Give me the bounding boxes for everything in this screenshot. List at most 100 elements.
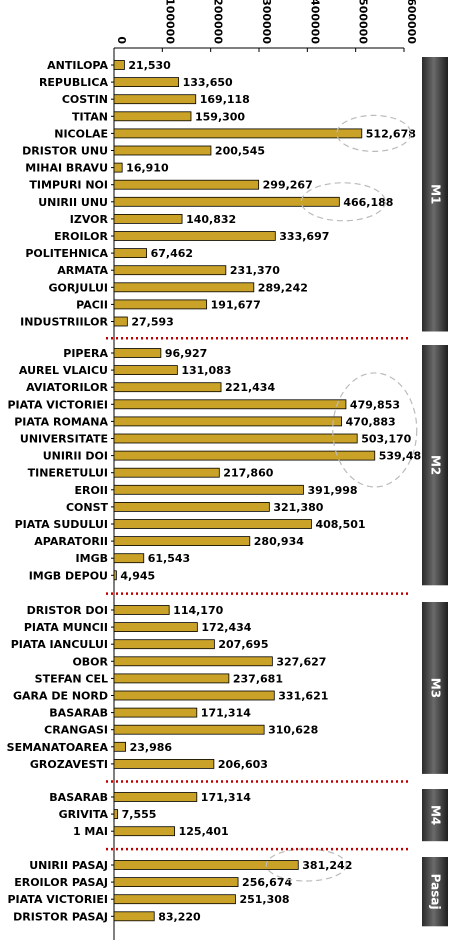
bar <box>113 826 176 837</box>
bar <box>113 656 273 667</box>
bar <box>113 792 198 802</box>
data-label: 131,083 <box>181 364 231 377</box>
category-label: TITAN <box>72 110 108 123</box>
category-label: GORJULUI <box>48 281 108 294</box>
category-label: DRISTOR PASAJ <box>13 910 108 923</box>
bar <box>113 162 123 173</box>
data-label: 171,314 <box>201 791 251 804</box>
bar <box>113 248 148 259</box>
bar <box>113 724 265 735</box>
category-label: DRISTOR UNU <box>22 145 108 158</box>
data-label: 217,860 <box>223 467 273 480</box>
highlight-ring <box>300 182 386 222</box>
highlight-ring <box>265 848 347 882</box>
category-label: APARATORII <box>34 535 108 548</box>
bar <box>113 348 162 358</box>
category-label: AVIATORILOR <box>26 381 108 394</box>
bar <box>113 179 260 190</box>
category-label: CRANGASI <box>44 724 108 737</box>
bar <box>113 450 376 461</box>
highlight-ring <box>332 372 418 488</box>
category-label: UNIRII UNU <box>38 196 108 209</box>
category-label: PIATA VICTORIEI <box>7 893 108 906</box>
category-label: COSTIN <box>62 93 108 106</box>
category-label: PIATA SUDULUI <box>15 518 108 531</box>
category-label: PIPERA <box>63 347 108 360</box>
bar <box>113 365 178 376</box>
group-tab <box>422 57 448 332</box>
category-label: TIMPURI NOI <box>29 179 108 192</box>
bar <box>113 196 340 207</box>
bar <box>113 690 275 701</box>
category-label: POLITEHNICA <box>25 247 108 260</box>
data-label: 381,242 <box>302 859 352 872</box>
category-label: GROZAVESTI <box>30 758 108 771</box>
category-label: IMGB DEPOU <box>29 569 108 582</box>
data-label: 206,603 <box>218 758 268 771</box>
bar <box>113 759 215 769</box>
category-label: GARA DE NORD <box>13 690 108 703</box>
data-label: 408,501 <box>315 518 365 531</box>
data-label: 83,220 <box>158 910 201 923</box>
data-label: 503,170 <box>361 433 411 446</box>
bar <box>113 299 208 310</box>
highlight-ring <box>336 114 412 152</box>
bar <box>113 213 183 224</box>
x-tick-label: 500000 <box>357 0 370 44</box>
data-label: 114,170 <box>173 604 223 617</box>
category-label: UNIRII DOI <box>43 450 108 463</box>
bar <box>113 741 126 752</box>
bar <box>113 316 128 327</box>
bar <box>113 382 222 393</box>
data-label: 169,118 <box>200 93 250 106</box>
data-label: 200,545 <box>215 145 265 158</box>
data-label: 27,593 <box>131 316 173 329</box>
x-tick-label: 100000 <box>163 0 176 44</box>
category-label: CONST <box>66 501 109 514</box>
category-label: EROILOR <box>54 230 108 243</box>
group-label: Pasaj <box>429 874 443 910</box>
category-label: PIATA MUNCII <box>24 621 108 634</box>
data-label: 140,832 <box>186 213 236 226</box>
category-label: EROII <box>74 484 108 497</box>
group-label: M1 <box>429 184 443 204</box>
bar <box>113 639 215 650</box>
bar <box>113 605 170 615</box>
category-label: STEFAN CEL <box>35 672 108 685</box>
category-label: 1 MAI <box>73 825 108 838</box>
category-label: IZVOR <box>70 213 109 226</box>
bar <box>113 536 251 546</box>
data-label: 96,927 <box>165 347 207 360</box>
category-label: UNIRII PASAJ <box>29 859 108 872</box>
data-label: 299,267 <box>263 179 313 192</box>
bar-series: 21,530 133,650 169,118 159,300 512,678 200,54… <box>113 59 429 923</box>
category-label: REPUBLICA <box>39 76 109 89</box>
bar <box>113 467 220 478</box>
data-label: 16,910 <box>126 162 169 175</box>
category-label: IMGB <box>76 552 108 565</box>
data-label: 539,483 <box>379 450 429 463</box>
data-label: 67,462 <box>151 247 193 260</box>
bar <box>113 911 155 922</box>
category-label: AUREL VLAICU <box>19 364 108 377</box>
x-tick-label: 0 <box>115 36 128 44</box>
data-label: 221,434 <box>225 381 275 394</box>
group-label: M2 <box>429 455 443 475</box>
bar <box>113 484 304 495</box>
bar <box>113 416 342 427</box>
bar <box>113 894 236 905</box>
x-tick-label: 600000 <box>405 0 418 44</box>
data-label: 159,300 <box>195 110 245 123</box>
data-label: 4,945 <box>120 569 155 582</box>
category-label: DRISTOR DOI <box>27 604 108 617</box>
data-label: 333,697 <box>279 230 329 243</box>
category-label: TINERETULUI <box>28 467 108 480</box>
value-axis: 0 100000 200000 300000 400000 500000 600000 ANT… <box>7 0 418 940</box>
bar <box>113 94 197 105</box>
bar <box>113 433 358 444</box>
highlight-rings <box>265 114 418 882</box>
bar <box>113 265 227 276</box>
category-label: PIATA IANCULUI <box>11 638 108 651</box>
data-label: 327,627 <box>276 655 326 668</box>
bar <box>113 282 255 293</box>
